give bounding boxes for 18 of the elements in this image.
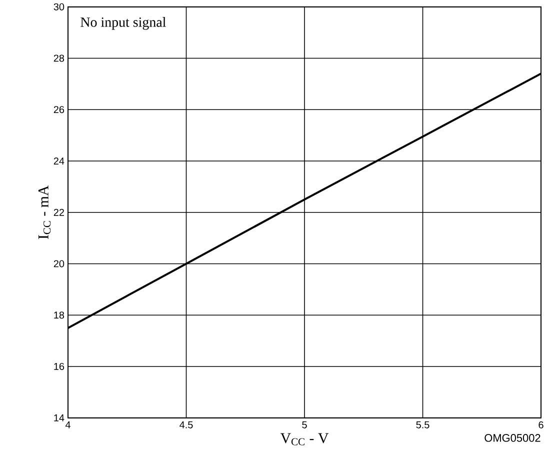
y-tick-label: 20	[54, 260, 64, 268]
text: OMG05002	[484, 434, 540, 442]
y-tick-label: 30	[54, 4, 64, 11]
x-axis-title: V$_{CC}$ - V	[280, 433, 329, 446]
x-tick-label: 5.5	[416, 422, 430, 429]
x-tick-label: 4.5	[180, 422, 193, 429]
y-tick-label: 16	[54, 363, 64, 370]
y-tick-label: 18	[54, 312, 64, 319]
x-tick-label: 4	[65, 422, 70, 428]
y-tick-label: 24	[54, 158, 64, 165]
y-tick-label: 28	[54, 54, 64, 62]
y-tick-label: 26	[54, 106, 64, 114]
y-tick-label: 14	[54, 414, 64, 422]
x-tick-label: 5	[302, 422, 307, 429]
y-axis-title: I$_{CC}$ - mA	[38, 186, 51, 240]
x-tick-label: 6	[538, 422, 544, 429]
annotation: No input signal	[80, 17, 166, 30]
y-tick-label: 22	[54, 209, 64, 216]
